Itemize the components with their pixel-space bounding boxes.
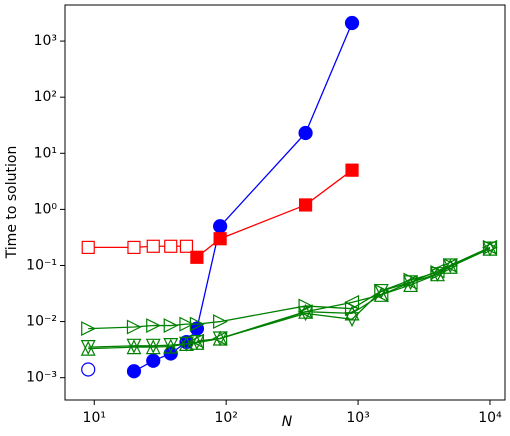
marker bbox=[403, 277, 419, 293]
marker bbox=[482, 239, 498, 255]
y-tick-label: 10¹ bbox=[34, 145, 57, 161]
x-axis-label: N bbox=[282, 414, 293, 430]
series-line bbox=[196, 169, 353, 258]
marker bbox=[373, 286, 389, 302]
marker bbox=[146, 353, 161, 368]
marker bbox=[345, 163, 359, 177]
marker bbox=[298, 125, 313, 141]
marker bbox=[442, 258, 458, 273]
series-line bbox=[88, 246, 491, 330]
y-tick-label: 10² bbox=[34, 89, 57, 105]
series-line bbox=[88, 247, 491, 348]
marker bbox=[430, 265, 446, 280]
marker bbox=[126, 364, 142, 379]
marker bbox=[81, 321, 97, 337]
marker bbox=[344, 305, 360, 321]
marker bbox=[146, 239, 160, 253]
marker bbox=[146, 318, 162, 334]
marker bbox=[212, 330, 228, 346]
y-tick-label: 10⁻¹ bbox=[26, 257, 57, 273]
marker bbox=[403, 275, 419, 291]
marker bbox=[482, 240, 498, 256]
marker bbox=[145, 338, 161, 354]
y-tick-label: 10⁰ bbox=[34, 201, 58, 217]
plot-frame bbox=[64, 4, 506, 401]
marker bbox=[81, 240, 95, 255]
x-tick-label: 10¹ bbox=[83, 410, 106, 426]
marker bbox=[442, 258, 458, 274]
y-axis-label: Time to solution bbox=[4, 146, 20, 260]
series-line bbox=[88, 248, 491, 350]
marker bbox=[298, 303, 314, 319]
marker bbox=[163, 338, 179, 354]
y-tick-label: 10⁻² bbox=[26, 314, 57, 330]
x-tick-label: 10³ bbox=[346, 410, 369, 426]
marker bbox=[80, 340, 96, 356]
marker bbox=[163, 318, 179, 334]
x-tick-label: 10² bbox=[214, 410, 237, 426]
marker bbox=[189, 334, 205, 350]
marker bbox=[344, 15, 360, 31]
x-tick-label: 10⁴ bbox=[478, 410, 502, 426]
marker bbox=[213, 219, 228, 234]
series-line bbox=[133, 22, 353, 372]
marker bbox=[189, 316, 205, 332]
marker bbox=[179, 239, 194, 253]
marker bbox=[179, 316, 195, 332]
marker bbox=[80, 340, 96, 355]
y-tick-label: 10³ bbox=[34, 33, 57, 49]
marker bbox=[164, 239, 178, 253]
marker bbox=[145, 339, 161, 355]
marker bbox=[298, 198, 313, 212]
marker bbox=[212, 330, 228, 346]
marker bbox=[213, 232, 227, 246]
marker bbox=[127, 240, 141, 255]
marker bbox=[126, 319, 142, 335]
marker bbox=[403, 272, 419, 288]
marker bbox=[430, 266, 445, 282]
y-tick-label: 10⁻³ bbox=[26, 370, 57, 386]
marker bbox=[81, 362, 96, 377]
marker bbox=[373, 283, 389, 299]
marker bbox=[178, 336, 194, 352]
marker bbox=[298, 298, 314, 314]
marker bbox=[126, 339, 142, 355]
marker bbox=[126, 338, 142, 354]
marker bbox=[190, 250, 204, 264]
marker bbox=[213, 314, 228, 330]
